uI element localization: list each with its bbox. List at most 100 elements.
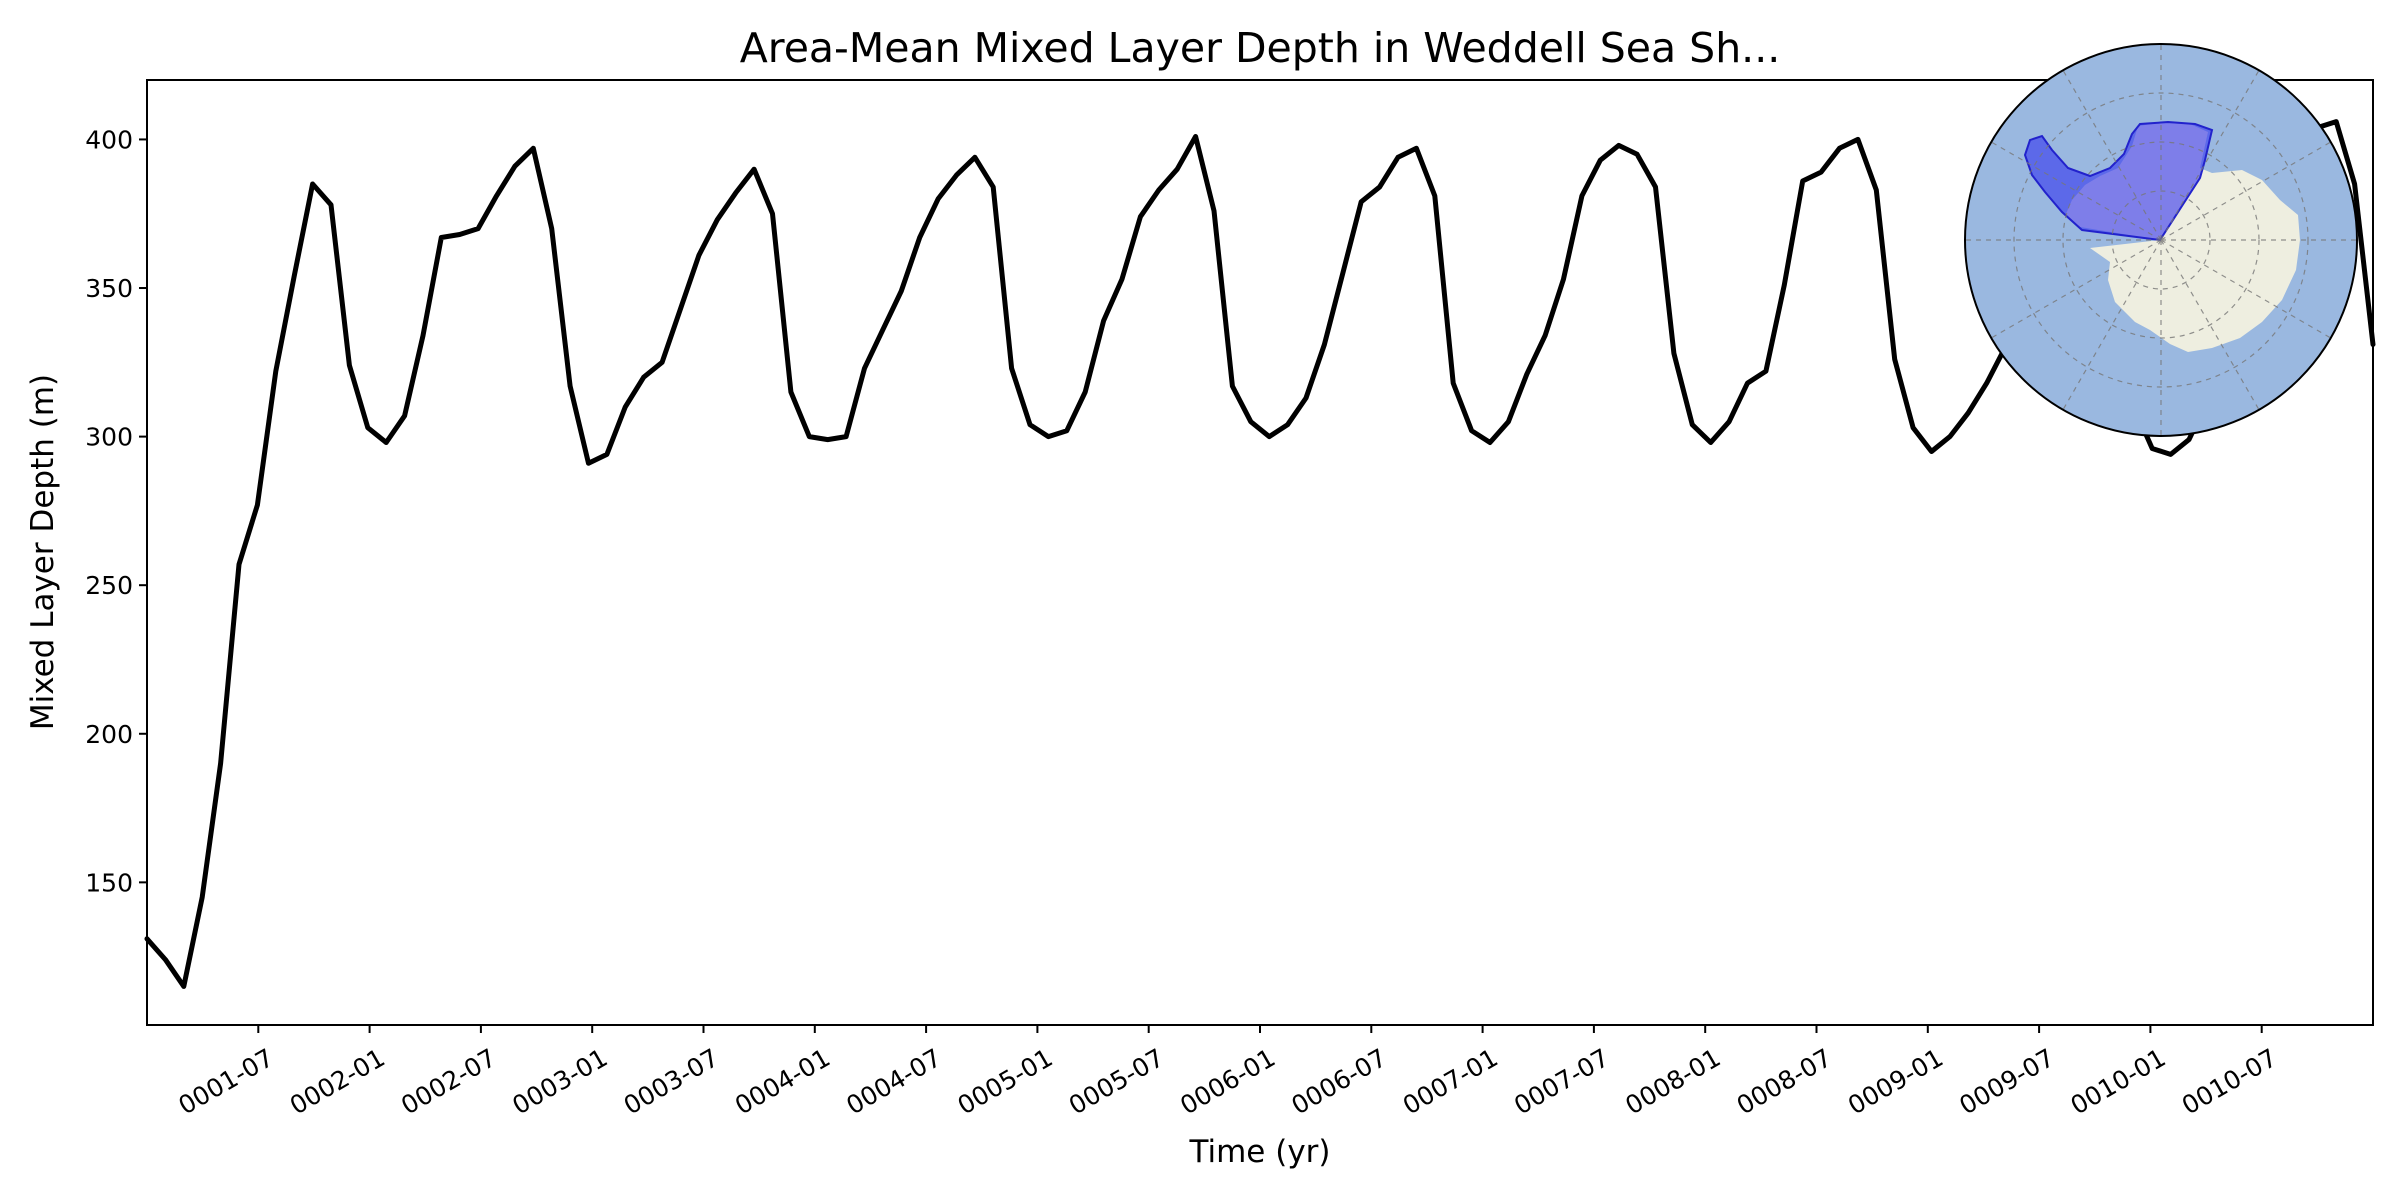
data-point — [696, 253, 702, 258]
data-point — [475, 226, 481, 231]
inset-graticule — [1965, 44, 2357, 436]
data-point — [1230, 383, 1235, 389]
data-point — [1432, 193, 1438, 199]
data-point — [1671, 351, 1677, 356]
data-point — [1193, 134, 1198, 139]
data-point — [954, 172, 959, 178]
graticule-meridian — [2160, 239, 2332, 339]
data-point — [899, 288, 904, 294]
graticule-meridian — [1990, 141, 2162, 241]
data-point — [1359, 199, 1364, 204]
data-point — [1322, 342, 1327, 347]
data-point — [1101, 318, 1106, 323]
inset-border — [1964, 43, 2358, 437]
data-point — [1561, 276, 1566, 282]
data-point — [347, 363, 352, 368]
data-point — [1175, 167, 1180, 172]
data-point — [457, 232, 462, 237]
data-point — [1929, 449, 1934, 454]
graticule-meridian — [2062, 239, 2162, 411]
data-point — [788, 389, 794, 395]
inset-map — [1964, 43, 2358, 437]
data-point — [1487, 440, 1493, 445]
data-point — [604, 452, 610, 457]
data-point — [641, 375, 646, 380]
data-point — [1267, 434, 1272, 439]
data-point — [218, 761, 223, 766]
data-point — [531, 146, 536, 151]
data-point — [862, 366, 867, 371]
data-point — [1395, 155, 1401, 160]
graticule-meridian — [2160, 239, 2260, 411]
data-point — [2334, 119, 2339, 124]
data-point — [1083, 389, 1088, 395]
y-axis: 150 200 250 300 350 400 — [85, 125, 147, 897]
y-axis-label: Mixed Layer Depth (m) — [25, 374, 61, 730]
data-point — [365, 425, 370, 430]
data-point — [1377, 184, 1382, 190]
data-point — [843, 434, 849, 439]
data-point — [1708, 440, 1713, 445]
data-point — [1009, 366, 1014, 371]
data-point — [1892, 357, 1897, 362]
data-point — [1064, 428, 1070, 433]
data-point — [1800, 178, 1805, 184]
data-point — [991, 184, 996, 190]
data-point — [1947, 434, 1953, 439]
y-tick-label: 200 — [85, 720, 133, 749]
data-point — [733, 190, 738, 196]
chart-title: Area-Mean Mixed Layer Depth in Weddell S… — [740, 24, 1781, 72]
data-point — [1616, 143, 1621, 148]
graticule-meridian — [2062, 69, 2162, 241]
data-point — [917, 235, 922, 240]
data-point — [1211, 208, 1217, 213]
data-point — [1598, 158, 1603, 163]
data-point — [1506, 419, 1511, 424]
data-point — [549, 226, 554, 231]
data-point — [255, 502, 260, 508]
data-point — [1046, 434, 1051, 439]
data-point — [807, 434, 812, 439]
data-point — [770, 211, 775, 216]
data-point — [1119, 276, 1125, 282]
data-point — [1910, 425, 1916, 430]
data-point — [494, 193, 499, 199]
data-point — [1818, 169, 1824, 175]
data-point — [1027, 422, 1033, 427]
data-point — [1285, 422, 1290, 427]
y-tick-label: 300 — [85, 423, 133, 452]
y-tick-label: 350 — [85, 274, 133, 303]
data-point — [1451, 380, 1456, 386]
data-point — [715, 217, 720, 222]
data-point — [1469, 428, 1474, 433]
data-point — [1690, 422, 1695, 427]
data-point — [1745, 380, 1750, 386]
graticule-ring — [2062, 141, 2260, 339]
data-point — [751, 167, 757, 172]
data-point — [2150, 446, 2155, 451]
data-point — [2370, 342, 2376, 347]
data-point — [2352, 181, 2357, 187]
data-point — [1579, 193, 1585, 199]
graticule-meridian — [1990, 239, 2162, 339]
graticule-ring — [2013, 92, 2309, 388]
graticule-ring — [2111, 190, 2211, 290]
data-point — [512, 164, 518, 169]
data-point — [1138, 214, 1143, 219]
data-point — [1340, 271, 1346, 276]
graticule-meridian — [2160, 69, 2260, 241]
data-point — [1303, 395, 1309, 401]
data-point — [328, 202, 334, 207]
y-tick-label: 250 — [85, 571, 133, 600]
data-point — [2168, 452, 2173, 457]
data-point — [1874, 187, 1879, 193]
data-point — [1855, 137, 1861, 142]
data-point — [2186, 437, 2192, 442]
x-axis-label: Time (yr) — [1189, 1134, 1331, 1170]
data-point — [236, 562, 242, 567]
y-tick-label: 150 — [85, 868, 133, 897]
data-point — [1726, 419, 1732, 424]
data-point — [1634, 152, 1640, 157]
data-point — [1782, 282, 1787, 288]
